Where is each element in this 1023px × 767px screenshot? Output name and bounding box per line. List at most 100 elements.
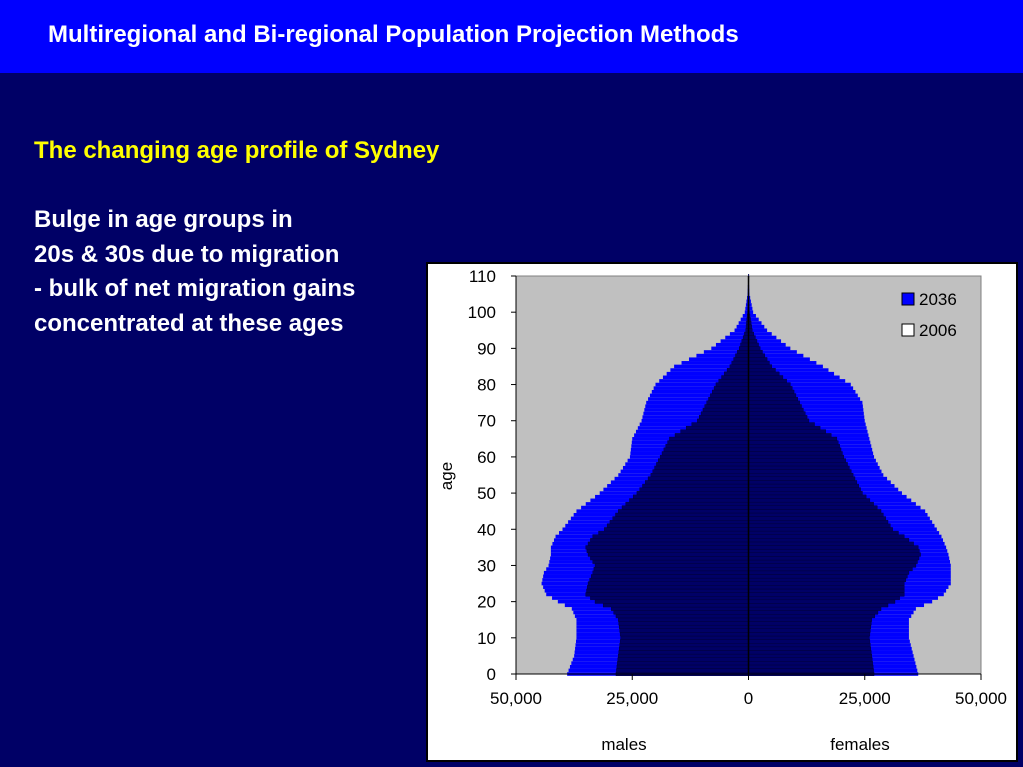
y-tick-label-110: 110 [469,267,496,286]
x-tick-label-3: 25,000 [839,689,891,708]
bar-2006-age-29 [593,567,913,572]
bar-2006-age-59 [658,458,846,463]
bar-2006-age-80 [715,382,791,387]
y-tick-label-80: 80 [477,376,496,395]
bar-2006-age-87 [733,357,768,362]
bar-2006-age-5 [618,653,872,658]
y-axis-label: age [437,462,456,490]
x-tick-label-4: 50,000 [955,689,1007,708]
bar-2006-age-1 [616,668,874,673]
bar-2006-age-12 [619,628,871,633]
bar-2006-age-73 [702,407,804,412]
bar-2006-age-36 [587,541,914,546]
bar-2006-age-63 [665,444,840,449]
bar-2006-age-64 [667,440,839,445]
bar-2006-age-54 [647,476,856,481]
y-axis-ticks: 0 10 20 30 40 50 60 70 80 90 100 110 [468,267,516,684]
x-axis-label-females: females [830,735,890,754]
bar-2006-age-2 [616,664,874,669]
bar-2006-age-22 [585,592,905,597]
bar-2006-age-92 [741,339,758,344]
bar-2006-age-78 [712,389,795,394]
bar-2006-age-47 [625,501,874,506]
bar-2006-age-66 [674,433,832,438]
bar-2006-age-84 [726,368,776,373]
bar-2006-age-28 [592,570,910,575]
legend-label-2036: 2036 [919,290,957,309]
bar-2006-age-85 [729,364,772,369]
body-line-4: concentrated at these ages [34,309,344,337]
bar-2006-age-32 [590,556,920,561]
bar-2006-age-11 [619,632,871,637]
bar-2006-age-34 [586,548,920,553]
bar-2006-age-20 [594,599,896,604]
body-line-1: Bulge in age groups in [34,206,293,233]
y-tick-label-10: 10 [477,629,496,648]
bar-2006-age-49 [632,494,867,499]
bar-2006-age-9 [619,639,871,644]
x-axis-ticks: 50,000 25,000 0 25,000 50,000 [490,674,1007,708]
legend-swatch-2036 [901,292,915,306]
bar-2006-age-4 [617,657,873,662]
bar-2006-age-75 [706,400,800,405]
bar-2006-age-68 [685,425,821,430]
bar-2006-age-88 [735,353,765,358]
body-line-2: 20s & 30s due to migration [34,240,340,268]
bar-2006-age-30 [594,563,917,568]
bar-2006-age-8 [619,643,871,648]
y-tick-label-50: 50 [477,484,496,503]
bar-2006-age-81 [718,378,787,383]
bar-2006-age-74 [704,404,802,409]
bar-2006-age-23 [586,588,905,593]
x-tick-label-0: 50,000 [490,689,542,708]
bar-2006-age-62 [663,447,842,452]
legend: 2036 2006 [901,290,957,340]
bar-2006-age-18 [611,606,882,611]
population-pyramid-chart: 0 10 20 30 40 50 60 70 80 90 100 110 50,000 25,000 0 2… [437,267,1007,754]
slide-title: Multiregional and Bi-regional Population… [48,21,739,48]
y-tick-label-40: 40 [477,520,496,539]
y-tick-label-100: 100 [468,303,496,322]
bar-2006-age-61 [661,451,843,456]
bar-2006-age-90 [739,346,761,351]
bar-2006-age-44 [615,512,884,517]
legend-label-2006: 2006 [919,321,957,340]
series-2006-bars [585,274,921,676]
bar-2006-age-60 [659,454,845,459]
y-tick-label-20: 20 [477,593,496,612]
bar-2006-age-46 [621,505,878,510]
bar-2006-age-82 [721,375,784,380]
bar-2006-age-71 [699,415,808,420]
bar-2006-age-6 [618,650,872,655]
x-axis-label-males: males [601,735,646,754]
bar-2006-age-13 [619,624,871,629]
slide-subtitle: The changing age profile of Sydney [34,137,440,164]
chart-container: 0 10 20 30 40 50 60 70 80 90 100 110 50,000 25,000 0 2… [426,262,1018,762]
bar-2006-age-67 [680,429,826,434]
bar-2006-age-53 [645,480,858,485]
body-line-3: - bulk of net migration gains [34,275,356,302]
bar-2006-age-91 [740,342,759,347]
bar-2006-age-35 [585,545,919,550]
y-tick-label-90: 90 [477,339,496,358]
bar-2006-age-26 [589,577,907,582]
bar-2006-age-21 [590,596,900,601]
bar-2006-age-50 [636,491,863,496]
bar-2006-age-89 [737,349,763,354]
legend-swatch-2006 [901,323,915,337]
bar-2006-age-3 [617,661,873,666]
y-tick-label-60: 60 [477,448,496,467]
bar-2006-age-37 [590,538,910,543]
bar-2006-age-16 [615,614,876,619]
bar-2006-age-65 [669,436,838,441]
bar-2006-age-17 [613,610,879,615]
bar-2006-age-51 [639,487,861,492]
bar-2006-age-24 [587,585,905,590]
title-bar: Multiregional and Bi-regional Population… [0,0,1023,73]
bar-2006-age-77 [710,393,797,398]
bar-2006-age-70 [697,418,810,423]
bar-2006-age-83 [724,371,780,376]
bar-2006-age-45 [618,509,882,514]
bar-2006-age-27 [590,574,908,579]
x-tick-label-2: 0 [744,689,753,708]
